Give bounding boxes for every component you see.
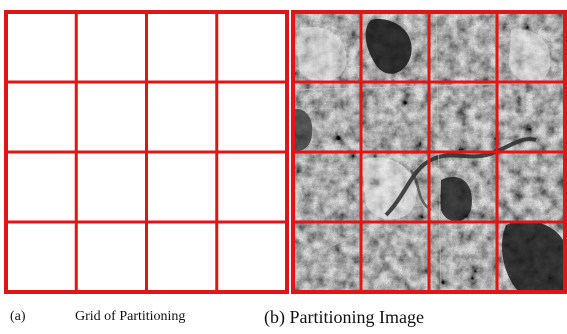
panel-a-caption: Grid of Partitioning: [75, 309, 186, 324]
partition-grid-panel: [4, 10, 289, 294]
partitioned-image-panel: [291, 10, 567, 294]
panel-b-caption: (b) Partitioning Image: [264, 307, 424, 327]
partition-grid: [4, 10, 289, 294]
panel-a-label: (a): [10, 309, 26, 324]
partition-grid-overlay: [291, 10, 567, 294]
